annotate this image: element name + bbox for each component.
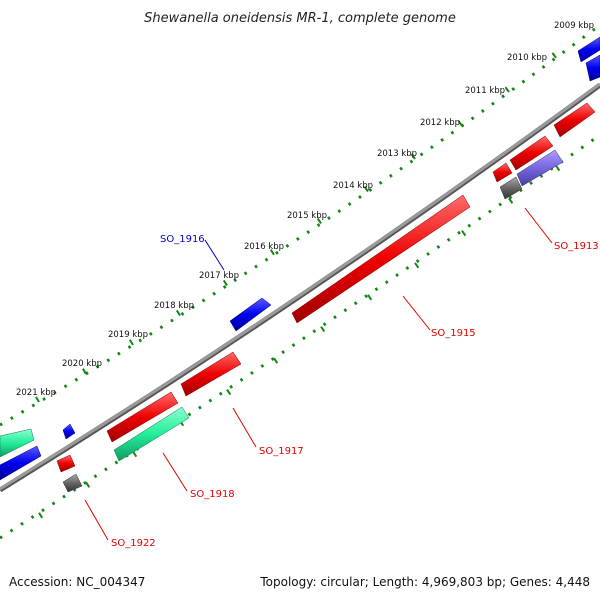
feature-so1922[interactable]	[62, 473, 83, 493]
label-leaders	[84, 207, 553, 541]
inner-scale-ring	[0, 133, 600, 540]
scale-tick	[504, 86, 510, 93]
forward-strand-genes	[56, 54, 600, 493]
gene-arrow-blue[interactable]	[577, 36, 600, 63]
scale-label: 2016 kbp	[244, 242, 284, 252]
scale-tick	[273, 357, 279, 364]
outer-scale-ticks	[35, 52, 557, 403]
scale-tick	[414, 262, 420, 269]
accession-text: Accession: NC_004347	[9, 575, 146, 589]
gene-label[interactable]: SO_1922	[111, 538, 156, 549]
scale-label: 2009 kbp	[554, 21, 594, 31]
gene-label[interactable]: SO_1918	[190, 489, 235, 500]
scale-tick	[316, 217, 322, 224]
feature-gray[interactable]	[499, 176, 523, 200]
gene-arrow-red[interactable]	[553, 102, 596, 138]
scale-labels: 2009 kbp 2010 kbp 2011 kbp 2012 kbp 2013 kbp…	[16, 21, 594, 398]
scale-tick	[461, 230, 467, 237]
scale-tick	[85, 481, 91, 488]
scale-tick	[226, 388, 232, 396]
reverse-strand-genes	[0, 36, 600, 481]
gene-so1915[interactable]	[291, 194, 471, 324]
scale-label: 2015 kbp	[287, 211, 327, 221]
gene-label[interactable]: SO_1915	[431, 328, 476, 339]
scale-tick	[551, 52, 557, 59]
gene-so1918[interactable]	[113, 406, 190, 462]
rna-gene-left[interactable]	[0, 428, 35, 458]
scale-tick	[38, 512, 44, 519]
scale-tick	[508, 197, 514, 204]
gene-arrow-red-small[interactable]	[56, 454, 76, 473]
scale-tick	[269, 249, 275, 256]
scale-label: 2021 kbp	[16, 388, 56, 398]
backbone-shadow	[0, 82, 600, 493]
gene-arrow-red[interactable]	[509, 135, 554, 171]
scale-tick	[555, 165, 561, 172]
scale-label: 2010 kbp	[507, 53, 547, 63]
map-title: Shewanella oneidensis MR-1, complete gen…	[144, 11, 456, 26]
scale-label: 2012 kbp	[420, 118, 460, 128]
gene-labels: SO_1913 SO_1915 SO_1916 SO_1917 SO_1918 …	[111, 234, 599, 549]
gene-so1917[interactable]	[180, 351, 242, 397]
gene-label[interactable]: SO_1913	[554, 241, 599, 252]
scale-tick	[320, 326, 326, 333]
genome-backbone	[0, 82, 600, 491]
scale-tick	[35, 396, 40, 403]
scale-tick	[410, 153, 416, 160]
gene-arrow-red-small[interactable]	[492, 162, 513, 183]
genome-summary-text: Topology: circular; Length: 4,969,803 bp…	[260, 575, 590, 589]
feature-so1913[interactable]	[516, 149, 564, 187]
scale-tick	[132, 451, 138, 458]
scale-label: 2020 kbp	[62, 359, 102, 369]
gene-arrow-blue-left[interactable]	[0, 445, 42, 481]
scale-label: 2017 kbp	[199, 271, 239, 281]
scale-label: 2013 kbp	[377, 149, 417, 159]
gene-label[interactable]: SO_1916	[160, 234, 205, 245]
scale-label: 2014 kbp	[333, 181, 373, 191]
scale-label: 2011 kbp	[465, 86, 505, 96]
scale-tick	[175, 309, 181, 317]
gene-so1916[interactable]	[229, 297, 272, 332]
scale-tick	[82, 368, 87, 375]
scale-tick	[222, 279, 228, 286]
scale-tick	[128, 339, 134, 346]
scale-tick	[363, 186, 369, 193]
gene-arrow-blue-edge[interactable]	[585, 54, 600, 82]
gene-arrow-blue-small[interactable]	[62, 423, 76, 440]
inner-scale-ticks	[38, 165, 561, 519]
gene-label[interactable]: SO_1917	[259, 446, 304, 457]
scale-label: 2019 kbp	[108, 330, 148, 340]
gene-arrow-red[interactable]	[106, 391, 179, 443]
scale-label: 2018 kbp	[154, 301, 194, 311]
scale-tick	[367, 294, 373, 301]
scale-tick	[457, 120, 463, 127]
